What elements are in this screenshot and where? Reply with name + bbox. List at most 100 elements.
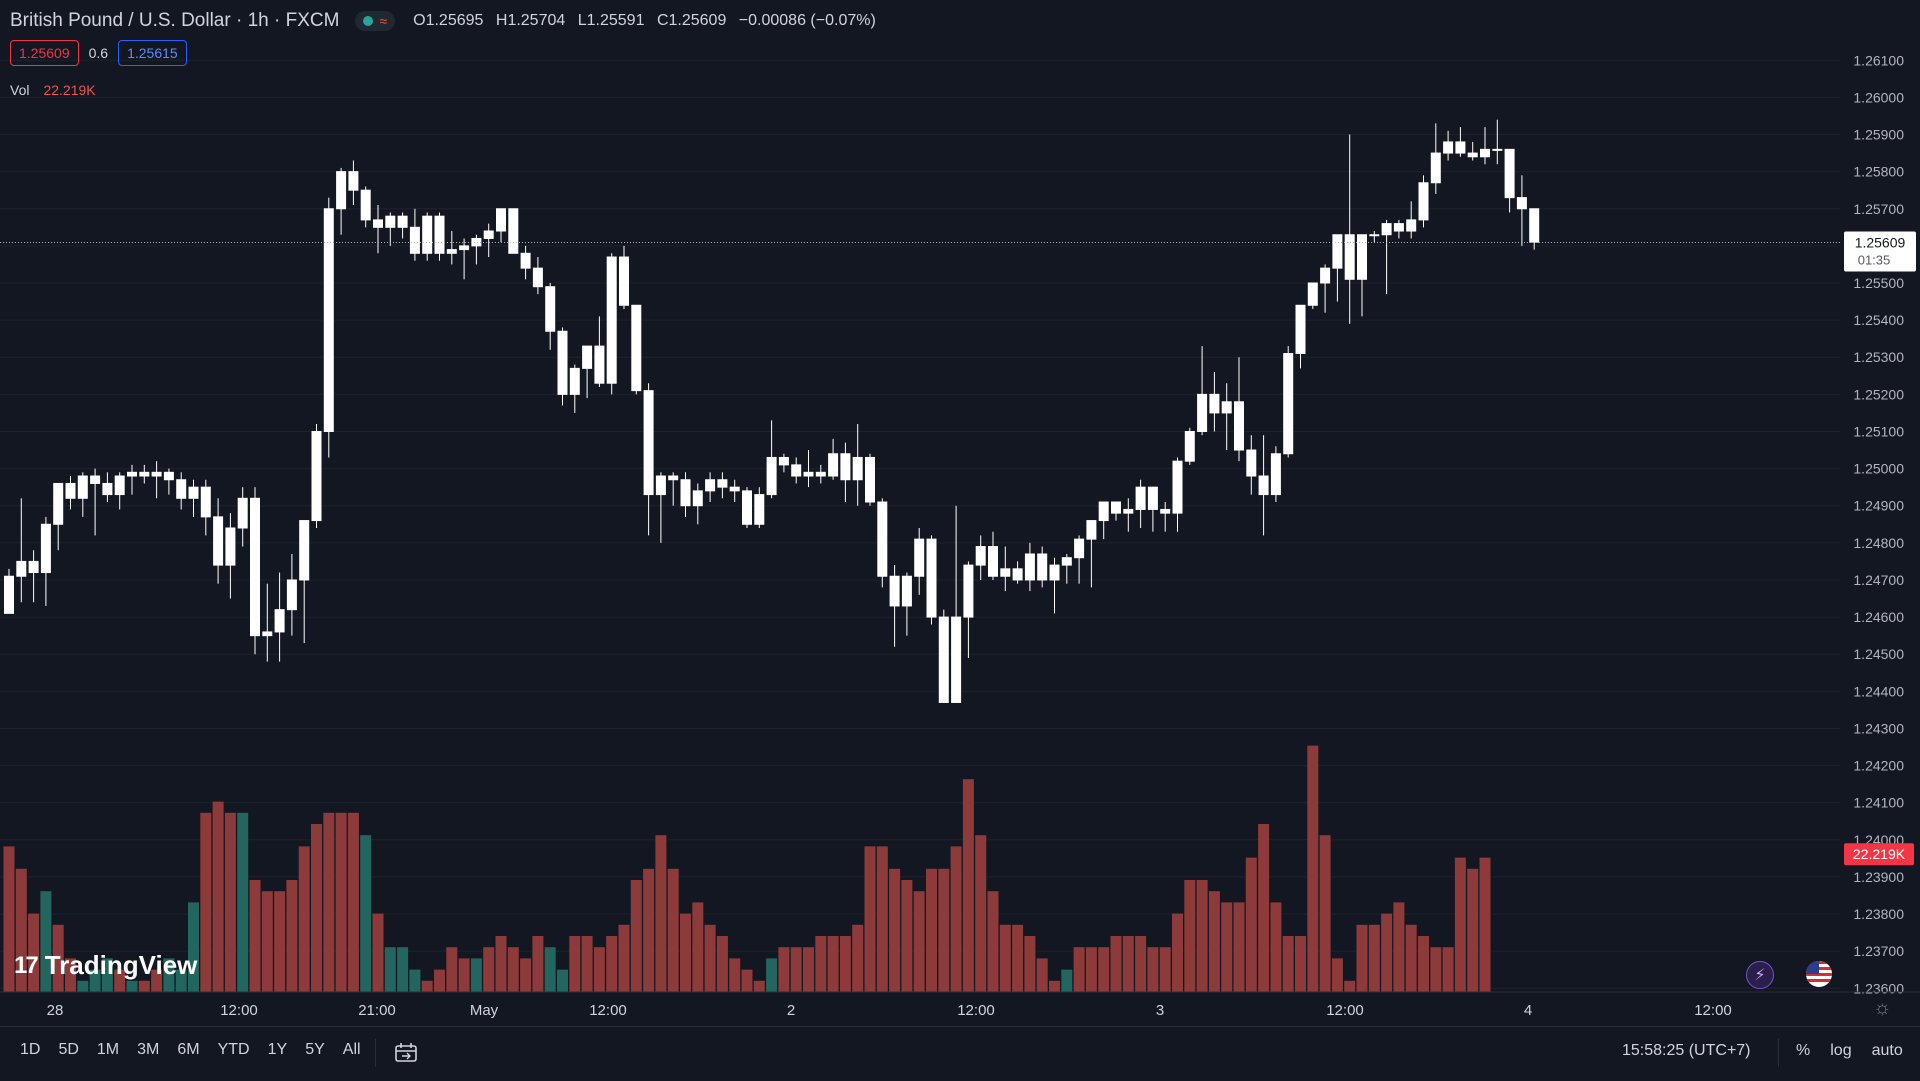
- candle-body-down: [1111, 501, 1121, 514]
- candle-body-up: [1283, 353, 1294, 455]
- market-status[interactable]: ≈: [355, 11, 396, 31]
- candle-body-up: [901, 575, 912, 607]
- candle-body-down: [520, 252, 531, 269]
- volume-bar: [323, 812, 335, 992]
- candle: [4, 568, 14, 614]
- candle-body-up: [754, 494, 765, 525]
- candle-body-down: [742, 490, 752, 525]
- lightning-icon[interactable]: ⚡: [1746, 961, 1774, 989]
- candle-body-up: [569, 367, 580, 395]
- candle-body-up: [766, 456, 777, 496]
- candle-body-up: [1123, 508, 1134, 514]
- us-flag-icon[interactable]: [1806, 961, 1832, 987]
- symbol-title[interactable]: British Pound / U.S. Dollar · 1h · FXCM: [10, 10, 340, 31]
- volume-legend[interactable]: Vol 22.219K: [10, 82, 96, 98]
- volume-bar: [1295, 936, 1306, 992]
- candle-body-up: [1135, 486, 1146, 510]
- high-value: 1.25704: [507, 12, 566, 29]
- log-scale-toggle[interactable]: log: [1830, 1042, 1852, 1059]
- candle-body-down: [176, 479, 187, 499]
- price-tick-label: 1.25100: [1853, 423, 1904, 439]
- settings-icon[interactable]: ☼: [1873, 997, 1892, 1019]
- goto-date-icon[interactable]: [393, 1041, 419, 1065]
- last-price-value: 1.25609: [1855, 235, 1906, 251]
- range-1d[interactable]: 1D: [20, 1041, 41, 1058]
- candle-body-up: [77, 475, 88, 499]
- candle: [791, 457, 802, 484]
- volume-bar: [889, 868, 901, 992]
- candle: [754, 487, 765, 528]
- candle: [692, 483, 703, 525]
- high-label: H: [495, 12, 508, 29]
- time-tick-label: 12:00: [589, 1002, 627, 1019]
- candle: [1529, 208, 1540, 250]
- volume-bar: [790, 947, 802, 992]
- volume-bar: [1036, 958, 1048, 992]
- candle-body-down: [619, 256, 629, 306]
- volume-bar: [1098, 947, 1110, 992]
- candle-body-down: [532, 267, 543, 288]
- volume-bar: [1307, 745, 1319, 992]
- volume-bar: [470, 958, 482, 992]
- volume-bar: [1405, 924, 1417, 992]
- candle-body-up: [963, 564, 974, 618]
- price-tick-label: 1.26000: [1853, 89, 1904, 105]
- candle-body-up: [914, 538, 925, 577]
- candle: [139, 464, 150, 484]
- candle-body-down: [631, 304, 642, 392]
- candle-body-down: [840, 453, 851, 481]
- chart-grid: [0, 59, 1840, 989]
- volume-bar: [175, 969, 187, 992]
- timezone-clock[interactable]: 15:58:25 (UTC+7): [1622, 1042, 1751, 1059]
- volume-bar: [15, 868, 27, 992]
- time-tick-label: 12:00: [220, 1002, 258, 1019]
- volume-value: 22.219K: [43, 82, 96, 98]
- range-6m[interactable]: 6M: [177, 1041, 200, 1058]
- price-tick-label: 1.24300: [1853, 720, 1904, 736]
- candle: [274, 572, 285, 662]
- volume-bar: [1208, 891, 1220, 992]
- tradingview-logo[interactable]: 17 TradingView: [14, 950, 197, 981]
- range-3m[interactable]: 3M: [137, 1041, 160, 1058]
- candle: [1344, 134, 1355, 324]
- candle: [1504, 148, 1515, 213]
- candle: [90, 468, 101, 536]
- ohlc-values: O1.25695 H1.25704 L1.25591 C1.25609 −0.0…: [413, 12, 884, 30]
- volume-bar: [901, 880, 913, 992]
- volume-bar: [409, 969, 421, 992]
- buy-button[interactable]: 1.25615: [118, 40, 187, 66]
- volume-bar: [458, 958, 470, 992]
- candle: [262, 583, 273, 662]
- candle: [1381, 219, 1392, 295]
- candle-body-down: [791, 464, 802, 477]
- volume-bar: [1282, 936, 1294, 992]
- candle-body-down: [409, 226, 420, 254]
- candle-body-down: [815, 471, 826, 477]
- volume-bar: [372, 913, 384, 992]
- candle-body-up: [1221, 401, 1232, 414]
- candle: [1209, 372, 1220, 432]
- candle: [1172, 457, 1183, 532]
- candle-body-down: [139, 471, 150, 477]
- range-all[interactable]: All: [342, 1041, 361, 1058]
- candle-body-down: [250, 497, 260, 637]
- candle-body-down: [1467, 152, 1478, 158]
- range-ytd[interactable]: YTD: [217, 1041, 250, 1058]
- auto-scale-toggle[interactable]: auto: [1871, 1042, 1903, 1059]
- sell-button[interactable]: 1.25609: [10, 40, 79, 66]
- range-5y[interactable]: 5Y: [305, 1041, 325, 1058]
- candle-body-up: [1480, 148, 1490, 158]
- volume-bar: [569, 936, 581, 992]
- volume-bar: [827, 936, 839, 992]
- range-1y[interactable]: 1Y: [267, 1041, 288, 1058]
- candle-body-up: [1098, 501, 1109, 522]
- range-5d[interactable]: 5D: [58, 1041, 79, 1058]
- volume-bar: [434, 969, 445, 992]
- percent-scale-toggle[interactable]: %: [1796, 1042, 1811, 1059]
- candle-body-up: [127, 471, 137, 477]
- candle-body-up: [1295, 304, 1306, 355]
- candle: [803, 450, 814, 488]
- range-1m[interactable]: 1M: [96, 1041, 120, 1058]
- volume-label: Vol: [10, 82, 30, 98]
